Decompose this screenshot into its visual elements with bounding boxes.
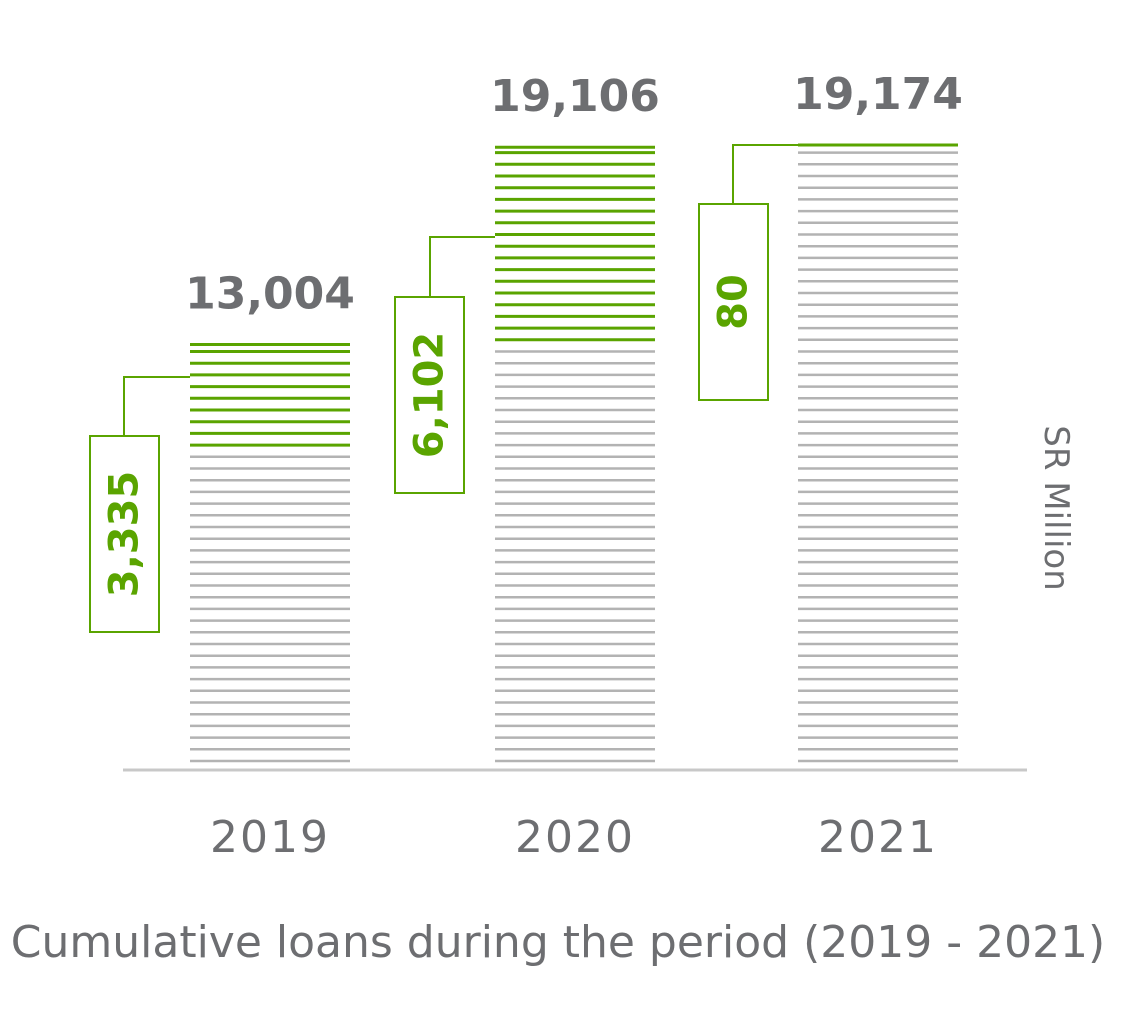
unit-label: SR Million (1036, 425, 1076, 590)
callout-connector-2020 (429, 236, 495, 297)
callouts-layer: 3,335 6,102 80 (89, 144, 798, 633)
total-label-2020: 19,106 (490, 71, 660, 122)
callout-box-2021 (698, 203, 769, 401)
labels-layer: 13,004 2019 19,106 2020 19,174 2021 (185, 69, 963, 863)
x-tick-label-2020: 2020 (515, 812, 635, 863)
total-label-2021: 19,174 (793, 69, 963, 120)
chart-caption: Cumulative loans during the period (2019… (11, 917, 1105, 968)
bar-2020 (495, 145, 655, 763)
increase-label-2019: 3,335 (102, 471, 148, 598)
callout-connector-2019 (123, 376, 190, 436)
bar-2019 (190, 343, 350, 763)
callout-connector-2021 (732, 144, 798, 204)
callout-box-2019 (89, 435, 160, 633)
bars-layer (190, 143, 958, 763)
increase-label-2021: 80 (711, 274, 757, 330)
increase-label-2020: 6,102 (407, 332, 453, 459)
x-tick-label-2021: 2021 (818, 812, 938, 863)
callout-box-2020 (394, 296, 465, 494)
total-label-2019: 13,004 (185, 269, 355, 320)
x-tick-label-2019: 2019 (210, 812, 330, 863)
bar-2021 (798, 143, 958, 763)
